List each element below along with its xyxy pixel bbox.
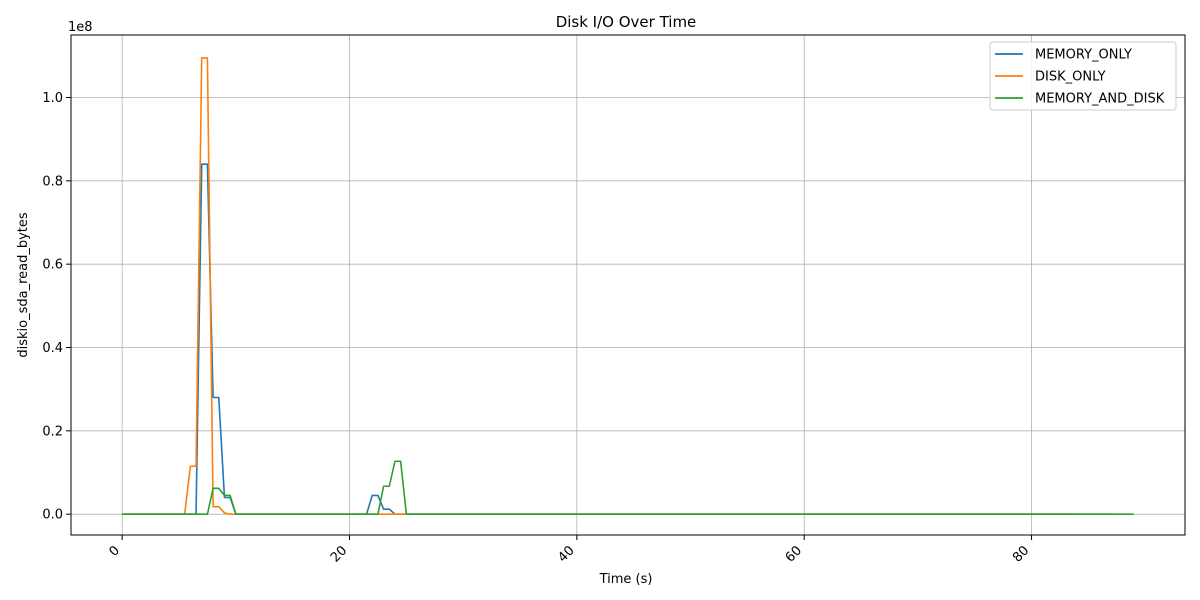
y-tick-label: 1.0 <box>42 91 63 106</box>
legend-box <box>989 41 1177 111</box>
y-axis-label: diskio_sda_read_bytes <box>16 212 31 358</box>
x-axis-label: Time (s) <box>599 572 653 587</box>
series-line-memory-and-disk <box>122 460 1134 515</box>
x-tick-label: 0 <box>107 543 123 559</box>
y-tick-label: 0.4 <box>42 341 63 356</box>
series-line-memory-only <box>122 163 1112 515</box>
y-axis: 0.0 0.2 0.4 0.6 0.8 1.0 <box>42 91 71 523</box>
x-tick-label: 40 <box>555 543 577 565</box>
legend-label: MEMORY_ONLY <box>1035 48 1132 63</box>
series-line-disk-only <box>122 57 1078 515</box>
y-tick-label: 0.2 <box>42 424 63 439</box>
legend-label: DISK_ONLY <box>1035 70 1106 85</box>
plot-frame <box>70 34 1186 536</box>
y-tick-label: 0.0 <box>42 508 63 523</box>
x-tick-label: 20 <box>328 543 350 565</box>
y-tick-label: 0.6 <box>42 258 63 273</box>
legend-label: MEMORY_AND_DISK <box>1035 92 1165 107</box>
legend: MEMORY_ONLY DISK_ONLY MEMORY_AND_DISK <box>989 41 1177 111</box>
chart-title: Disk I/O Over Time <box>556 13 697 31</box>
y-offset-text: 1e8 <box>68 20 93 35</box>
series-layer <box>122 57 1134 515</box>
x-axis: 0 20 40 60 80 <box>107 535 1032 566</box>
y-tick-label: 0.8 <box>42 174 63 189</box>
x-tick-label: 80 <box>1010 543 1032 565</box>
x-tick-label: 60 <box>783 543 805 565</box>
